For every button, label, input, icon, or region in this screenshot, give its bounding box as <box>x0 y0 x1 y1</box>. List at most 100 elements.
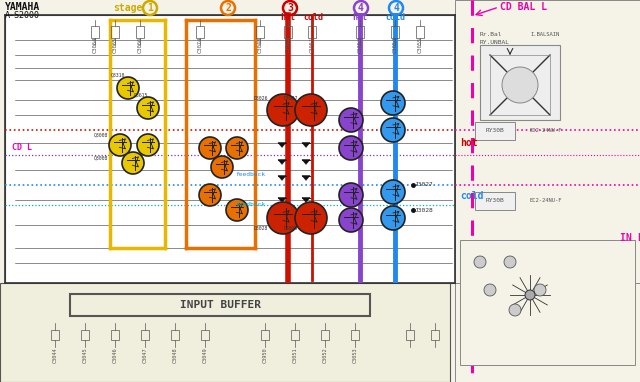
Bar <box>196 26 204 38</box>
Bar <box>431 330 439 340</box>
Circle shape <box>381 206 405 230</box>
Bar <box>475 192 515 210</box>
Circle shape <box>137 134 159 156</box>
Polygon shape <box>302 142 310 147</box>
Polygon shape <box>302 213 310 217</box>
Text: C3048: C3048 <box>257 37 262 53</box>
Text: RY30B: RY30B <box>486 199 504 204</box>
Bar <box>171 330 179 340</box>
Polygon shape <box>278 197 286 202</box>
Text: J3027: J3027 <box>415 183 434 188</box>
Text: C3049: C3049 <box>285 37 291 53</box>
Circle shape <box>339 108 363 132</box>
Circle shape <box>122 152 144 174</box>
Bar <box>490 55 550 115</box>
Text: 2: 2 <box>225 3 231 13</box>
Text: 4: 4 <box>358 3 364 13</box>
Circle shape <box>502 67 538 103</box>
Text: 1: 1 <box>147 3 153 13</box>
Circle shape <box>199 137 221 159</box>
Text: C3051: C3051 <box>310 37 314 53</box>
Bar <box>91 26 99 38</box>
Bar <box>141 330 149 340</box>
Text: RY30B: RY30B <box>486 128 504 133</box>
Bar <box>111 330 119 340</box>
Circle shape <box>226 137 248 159</box>
Bar <box>460 240 635 365</box>
Bar <box>391 26 399 38</box>
Bar <box>284 26 292 38</box>
Bar <box>416 26 424 38</box>
Circle shape <box>137 97 159 119</box>
Text: CD L: CD L <box>12 144 32 152</box>
Bar <box>81 330 89 340</box>
Bar <box>261 330 269 340</box>
Bar <box>406 330 414 340</box>
Circle shape <box>381 180 405 204</box>
Bar <box>291 330 299 340</box>
Circle shape <box>525 290 535 300</box>
Text: INPUT BUFFER: INPUT BUFFER <box>179 300 260 310</box>
Text: IN L: IN L <box>620 233 640 243</box>
Text: C3047: C3047 <box>143 347 147 363</box>
Polygon shape <box>278 160 286 164</box>
Text: feedback: feedback <box>235 173 265 178</box>
Bar <box>201 330 209 340</box>
Text: Q3008: Q3008 <box>93 155 108 160</box>
Circle shape <box>211 156 233 178</box>
Bar <box>455 283 640 382</box>
Text: cold: cold <box>303 13 323 23</box>
Text: C3046: C3046 <box>113 347 118 363</box>
Text: C3055: C3055 <box>417 37 422 53</box>
Circle shape <box>381 91 405 115</box>
Circle shape <box>339 208 363 232</box>
Text: D3029: D3029 <box>284 225 298 230</box>
Text: C3044: C3044 <box>52 347 58 363</box>
Circle shape <box>109 134 131 156</box>
Text: YAMAHA: YAMAHA <box>5 2 40 12</box>
Bar <box>136 26 144 38</box>
Polygon shape <box>302 197 310 202</box>
Polygon shape <box>302 176 310 180</box>
Text: J3028: J3028 <box>415 207 434 212</box>
Bar <box>70 294 370 316</box>
Text: C3066: C3066 <box>138 37 143 53</box>
Bar <box>111 26 119 38</box>
Polygon shape <box>278 142 286 147</box>
Circle shape <box>484 284 496 296</box>
Text: I.BALSAIN: I.BALSAIN <box>530 32 559 37</box>
Bar <box>308 26 316 38</box>
Circle shape <box>339 183 363 207</box>
Text: cold: cold <box>385 13 405 23</box>
Text: D3027: D3027 <box>284 96 298 100</box>
Circle shape <box>509 304 521 316</box>
Bar <box>480 45 560 120</box>
Text: C3051: C3051 <box>292 347 298 363</box>
Bar <box>351 330 359 340</box>
Text: C3074: C3074 <box>198 37 202 53</box>
Text: D3026: D3026 <box>253 96 268 100</box>
Text: cold: cold <box>460 191 483 201</box>
Text: 4: 4 <box>393 3 399 13</box>
Circle shape <box>199 184 221 206</box>
Text: hot: hot <box>280 13 296 23</box>
Text: Q3615: Q3615 <box>134 92 148 97</box>
Text: C3052: C3052 <box>323 347 328 363</box>
Circle shape <box>534 284 546 296</box>
Text: D3028: D3028 <box>253 225 268 230</box>
Circle shape <box>474 256 486 268</box>
Circle shape <box>504 256 516 268</box>
Polygon shape <box>278 213 286 217</box>
Bar <box>256 26 264 38</box>
Text: C3053: C3053 <box>358 37 362 53</box>
Text: hot: hot <box>353 13 367 23</box>
Bar <box>356 26 364 38</box>
Text: feedback: feedback <box>235 202 265 207</box>
Bar <box>51 330 59 340</box>
Text: C3049: C3049 <box>202 347 207 363</box>
Text: EC2-24NU-F: EC2-24NU-F <box>530 199 563 204</box>
Text: stage: stage <box>113 3 142 13</box>
Text: C3045: C3045 <box>83 347 88 363</box>
Bar <box>475 122 515 140</box>
Text: Rr.Bal: Rr.Bal <box>480 32 502 37</box>
